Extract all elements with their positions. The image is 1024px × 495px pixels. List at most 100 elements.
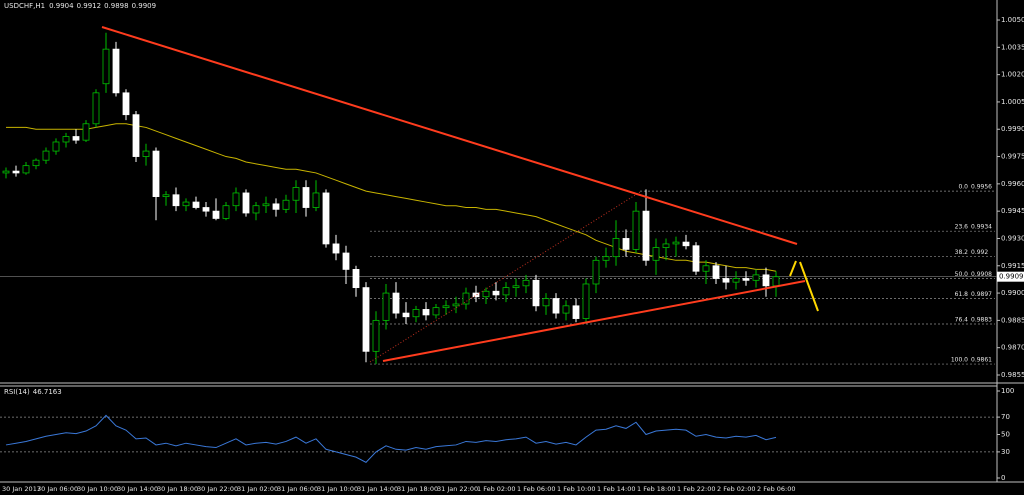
rsi-header: RSI(14) 46.7163 <box>4 388 62 396</box>
candle-body <box>2 170 10 174</box>
y-tick-label: 0.9900 <box>1001 289 1024 297</box>
rsi-line <box>5 414 777 463</box>
y-tick-label: 0 <box>1001 474 1005 482</box>
candle-body <box>312 192 320 208</box>
fib-ratio: 50.0 <box>955 271 969 278</box>
candle-body <box>452 303 460 307</box>
candle-body <box>532 279 540 307</box>
current-price-box <box>997 271 1024 282</box>
candle-body <box>502 287 510 296</box>
candle-body <box>582 283 590 319</box>
candle-body <box>552 298 560 314</box>
projection <box>799 261 819 312</box>
fib-ratio: 76.4 <box>955 317 969 324</box>
candle-body <box>242 192 250 214</box>
y-tick-label: 50 <box>1001 431 1010 439</box>
candle-body <box>442 305 450 309</box>
y-tick-label: 0.9930 <box>1001 234 1024 242</box>
candle-body <box>382 292 390 321</box>
candle-body <box>752 274 760 281</box>
x-tick-label: 31 Jan 18:00 <box>397 485 438 493</box>
rsi-value: 46.7163 <box>33 388 62 396</box>
fib-price: 0.9956 <box>971 184 992 191</box>
candle-body <box>302 187 310 208</box>
y-tick-label: 100 <box>1001 387 1014 395</box>
y-tick-label: 0.9960 <box>1001 180 1024 188</box>
candle-body <box>462 292 470 305</box>
candle-body <box>712 265 720 279</box>
candle-body <box>362 287 370 352</box>
candle-body <box>682 241 690 247</box>
candle-body <box>212 210 220 219</box>
candle-body <box>592 259 600 285</box>
y-tick-label: 0.9870 <box>1001 344 1024 352</box>
x-tick-label: 31 Jan 02:00 <box>237 485 278 493</box>
candle-body <box>642 210 650 261</box>
projection <box>789 260 797 277</box>
y-tick-label: 0.9915 <box>1001 262 1024 270</box>
candle-body <box>22 165 30 174</box>
header-low: 0.9898 <box>104 2 129 10</box>
x-tick-label: 30 Jan 14:00 <box>117 485 158 493</box>
candle-body <box>772 276 780 287</box>
candle-body <box>162 194 170 197</box>
candle-body <box>272 203 280 210</box>
candle-body <box>282 199 290 210</box>
y-tick-label: 0.9945 <box>1001 207 1024 215</box>
x-tick-label: 31 Jan 14:00 <box>357 485 398 493</box>
candle-body <box>142 150 150 157</box>
fib-ratio: 0.0 <box>958 184 968 191</box>
x-tick-label: 31 Jan 10:00 <box>317 485 358 493</box>
candle-body <box>252 205 260 214</box>
fib-price: 0.9861 <box>971 357 992 364</box>
candle-body <box>182 201 190 207</box>
candle-body <box>472 292 480 298</box>
fib-price: 0.9908 <box>971 271 992 278</box>
fib-price: 0.9883 <box>971 317 992 324</box>
candle-body <box>672 241 680 245</box>
candle-body <box>132 114 140 157</box>
candle-body <box>292 187 300 201</box>
fib-ratio: 23.6 <box>955 224 969 231</box>
candle-body <box>632 210 640 250</box>
candle-body <box>742 278 750 281</box>
candle-body <box>172 194 180 207</box>
x-tick-label: 30 Jan 18:00 <box>157 485 198 493</box>
fib-ratio: 100.0 <box>951 357 968 364</box>
candle-body <box>102 48 110 85</box>
candle-body <box>62 136 70 143</box>
header: USDCHF,H1 0.9904 0.9912 0.9898 0.9909 <box>4 2 156 10</box>
y-tick-label: 0.9975 <box>1001 153 1024 161</box>
candle-body <box>482 290 490 298</box>
y-tick-label: 0.9885 <box>1001 316 1024 324</box>
fib-ratio: 38.2 <box>955 249 969 256</box>
candle-body <box>42 150 50 161</box>
candle-body <box>202 207 210 212</box>
x-tick-label: 2 Feb 02:00 <box>717 485 756 493</box>
candle-body <box>732 278 740 283</box>
symbol: USDCHF,H1 <box>4 2 45 10</box>
candle-body <box>692 245 700 272</box>
plot: 1.0050 1.0035 1.0020 1.0005 0.9990 0.9975 0.99… <box>0 16 1024 493</box>
candle-body <box>112 48 120 94</box>
current-price-label: 0.9909 <box>999 273 1024 281</box>
x-tick-label: 1 Feb 02:00 <box>477 485 516 493</box>
fib-price: 0.9897 <box>971 291 992 298</box>
candle-body <box>422 309 430 316</box>
candle-body <box>562 305 570 314</box>
y-tick-label: 0.9990 <box>1001 125 1024 133</box>
trendline <box>101 26 798 245</box>
x-tick-label: 1 Feb 22:00 <box>677 485 716 493</box>
candle-body <box>722 278 730 283</box>
candle-body <box>92 92 100 125</box>
rsi-title: RSI(14) <box>4 388 30 396</box>
candle-body <box>542 298 550 307</box>
x-tick-label: 31 Jan 06:00 <box>277 485 318 493</box>
candle-body <box>232 192 240 207</box>
header-open: 0.9904 <box>49 2 74 10</box>
x-tick-label: 30 Jan 22:00 <box>197 485 238 493</box>
x-tick-label: 30 Jan 2017 <box>2 485 41 493</box>
fib-ratio: 61.8 <box>955 291 969 298</box>
candle-body <box>522 279 530 287</box>
